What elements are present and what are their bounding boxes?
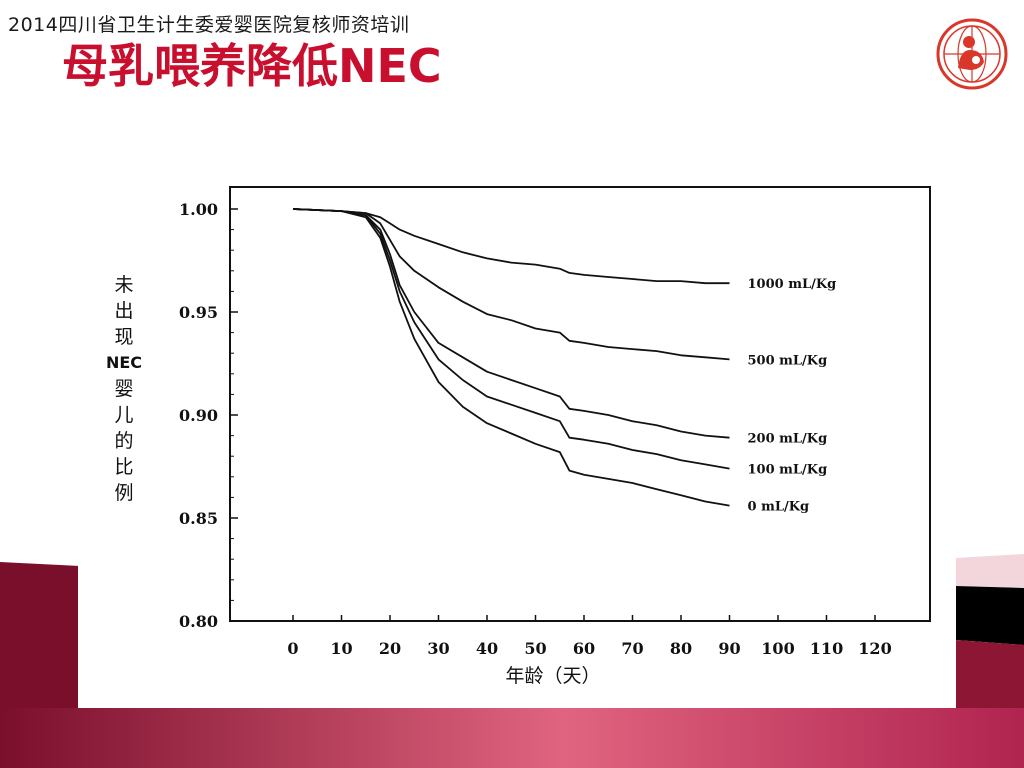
x-axis-title: 年龄（天） (505, 665, 600, 687)
y-axis-title: 未 出 现 NEC 婴 儿 的 比 例 (96, 272, 152, 506)
x-tick-label: 30 (427, 639, 449, 658)
series-label: 200 mL/Kg (748, 432, 828, 447)
y-title-char: 现 (114, 326, 134, 348)
y-title-char: 出 (114, 300, 134, 322)
series-label: 1000 mL/Kg (748, 277, 837, 292)
x-tick-label: 60 (573, 639, 595, 658)
x-tick-label: 100 (761, 639, 794, 658)
y-tick-label: 0.80 (179, 612, 218, 631)
y-tick-label: 0.95 (179, 303, 218, 322)
series-line (292, 208, 730, 361)
maternal-child-health-logo-icon (936, 18, 1008, 90)
y-tick-label: 1.00 (179, 200, 218, 219)
x-tick-label: 110 (810, 639, 843, 658)
survival-chart: 1.00 0.95 0.90 0.85 0.80 0 10 20 30 40 50 60 70 80 90… (179, 186, 931, 687)
y-tick-label: 0.85 (179, 509, 218, 528)
plot-frame (229, 186, 931, 622)
series-line (292, 208, 730, 285)
y-title-char: 儿 (114, 404, 134, 426)
training-header: 2014四川省卫生计生委爱婴医院复核师资培训 (8, 14, 410, 36)
x-tick-label: 70 (621, 639, 643, 658)
right-band-dark (956, 586, 1024, 645)
x-tick-label: 90 (718, 639, 740, 658)
series-line (292, 208, 730, 470)
series-line (292, 208, 730, 439)
slide-title: 母乳喂养降低NEC (62, 39, 442, 93)
x-tick-label: 0 (287, 639, 298, 658)
bottom-band (0, 708, 1024, 768)
chart-panel: 1.00 0.95 0.90 0.85 0.80 0 10 20 30 40 50 60 70 80 90… (78, 166, 956, 708)
y-title-char: NEC (105, 353, 143, 372)
x-tick-label: 20 (379, 639, 401, 658)
series-line (292, 208, 730, 507)
y-title-char: 未 (114, 274, 134, 296)
x-tick-label: 10 (330, 639, 352, 658)
right-band-light (956, 554, 1024, 588)
series-label: 100 mL/Kg (748, 463, 828, 478)
x-tick-label: 80 (670, 639, 692, 658)
y-title-char: 比 (114, 456, 134, 478)
series-label: 0 mL/Kg (748, 500, 810, 515)
y-title-char: 例 (114, 482, 134, 504)
x-tick-label: 120 (858, 639, 891, 658)
x-tick-label: 50 (524, 639, 546, 658)
series-label: 500 mL/Kg (748, 353, 828, 368)
x-tick-label: 40 (476, 639, 498, 658)
y-title-char: 婴 (114, 378, 134, 400)
y-tick-label: 0.90 (179, 406, 218, 425)
y-title-char: 的 (114, 430, 134, 452)
